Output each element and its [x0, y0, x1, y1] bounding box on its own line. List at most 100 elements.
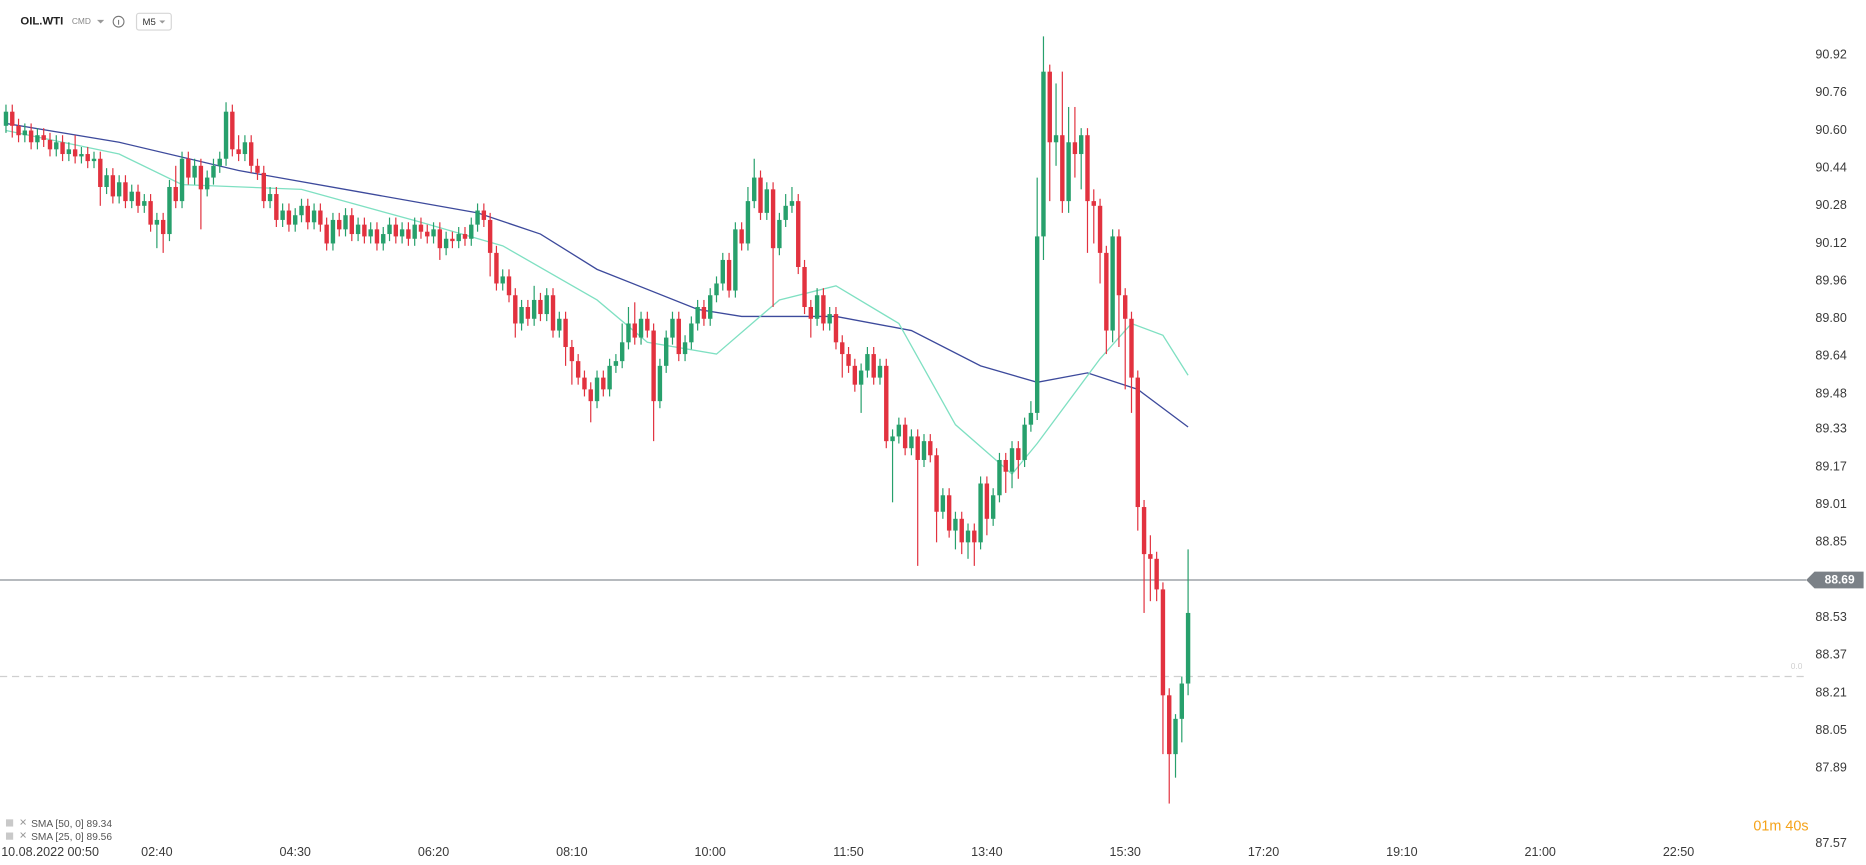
candle-body: [821, 295, 826, 324]
candle-body: [406, 229, 411, 239]
x-tick-label: 21:00: [1524, 845, 1555, 859]
candle-body: [135, 191, 141, 206]
candle-body: [255, 165, 260, 173]
timeframe-selector[interactable]: [135, 12, 172, 31]
candle-body: [1060, 135, 1065, 202]
candle-body: [286, 210, 292, 225]
candle-body: [1003, 459, 1008, 472]
candle-body: [946, 495, 952, 531]
candle-body: [280, 210, 285, 220]
candle-body: [513, 295, 518, 324]
y-tick-label: 89.96: [1815, 273, 1846, 287]
info-icon[interactable]: [112, 15, 125, 28]
candle-body: [1047, 71, 1052, 143]
candle-body: [827, 314, 832, 324]
candle-body: [142, 201, 147, 206]
candle-body: [443, 238, 449, 249]
candle-body: [1160, 589, 1166, 696]
candle-body: [217, 158, 222, 166]
candle-body: [808, 307, 814, 319]
candle-body: [645, 318, 650, 331]
candle-body: [1034, 236, 1040, 413]
candle-body: [720, 259, 725, 284]
candle-body: [355, 224, 361, 235]
x-tick-label: 15:30: [1109, 845, 1140, 859]
candle-body: [770, 189, 776, 249]
candle-body: [494, 252, 499, 284]
symbol: OIL.WTI: [20, 16, 63, 28]
countdown: 01m 40s: [1753, 818, 1808, 834]
candle-body: [1091, 201, 1096, 206]
candle-body: [525, 307, 531, 319]
legend-close[interactable]: ✕: [19, 817, 27, 828]
price-tag: [1806, 571, 1864, 589]
header: OIL.WTI CMD M5: [20, 12, 172, 31]
candle-body: [1085, 135, 1090, 202]
candle-body: [984, 483, 990, 519]
candle-body: [733, 229, 738, 291]
candle-body: [47, 139, 53, 150]
candle-body: [54, 142, 59, 150]
candle-body: [978, 483, 983, 543]
legend-icon[interactable]: [5, 832, 14, 840]
candle-body: [764, 189, 770, 213]
candle-body: [1154, 558, 1159, 590]
candle-body: [160, 219, 166, 235]
candle-body: [10, 111, 15, 126]
candle-body: [607, 365, 612, 390]
candle-body: [324, 224, 329, 244]
candle-body: [1053, 135, 1059, 143]
candle-body: [85, 154, 90, 162]
x-tick-label: 19:10: [1386, 845, 1417, 859]
candle-body: [267, 194, 273, 202]
x-tick-label: 22:50: [1663, 845, 1694, 859]
candle-body: [248, 142, 254, 166]
candle-body: [569, 347, 575, 362]
legend-icon[interactable]: [5, 819, 14, 827]
candles: [3, 36, 1191, 804]
candle-body: [550, 295, 556, 331]
x-tick-label: 10.08.2022 00:50: [1, 845, 99, 859]
y-tick-label: 90.12: [1815, 236, 1846, 250]
candle-body: [896, 424, 902, 437]
candle-body: [915, 436, 920, 460]
candle-body: [588, 389, 593, 402]
candle-body: [167, 186, 172, 235]
candle-body: [519, 307, 524, 324]
candle-body: [129, 191, 134, 202]
candle-body: [651, 330, 656, 402]
dropdown-caret[interactable]: [97, 19, 105, 24]
candle-body: [1041, 71, 1046, 237]
candle-body: [154, 219, 160, 225]
candle-body: [431, 229, 436, 237]
candle-body: [450, 238, 455, 242]
candle-body: [79, 154, 84, 157]
y-tick-label: 88.85: [1815, 535, 1846, 549]
candle-body: [663, 337, 669, 366]
candle-body: [1185, 612, 1191, 684]
x-tick-label: 10:00: [694, 845, 725, 859]
y-tick-label: 88.53: [1815, 610, 1846, 624]
candle-body: [418, 224, 424, 232]
reference-label: 0.0: [1791, 661, 1803, 671]
candle-body: [752, 177, 757, 202]
candle-body: [204, 177, 210, 190]
sma-line: [5, 122, 1189, 428]
candle-body: [726, 259, 732, 291]
candle-body: [990, 495, 996, 519]
candle-body: [1078, 135, 1084, 155]
candle-body: [481, 210, 487, 220]
x-tick-label: 11:50: [833, 845, 864, 859]
candle-body: [657, 365, 663, 402]
candle-body: [35, 135, 40, 143]
candle-body: [613, 361, 619, 366]
candle-body: [1072, 142, 1078, 155]
candle-body: [877, 365, 883, 378]
y-tick-label: 89.80: [1815, 311, 1846, 325]
y-tick-label: 89.01: [1815, 497, 1846, 511]
candle-body: [399, 229, 405, 237]
timeframe-caret: [159, 20, 166, 24]
legend-close[interactable]: ✕: [19, 831, 27, 842]
candle-body: [28, 130, 34, 143]
